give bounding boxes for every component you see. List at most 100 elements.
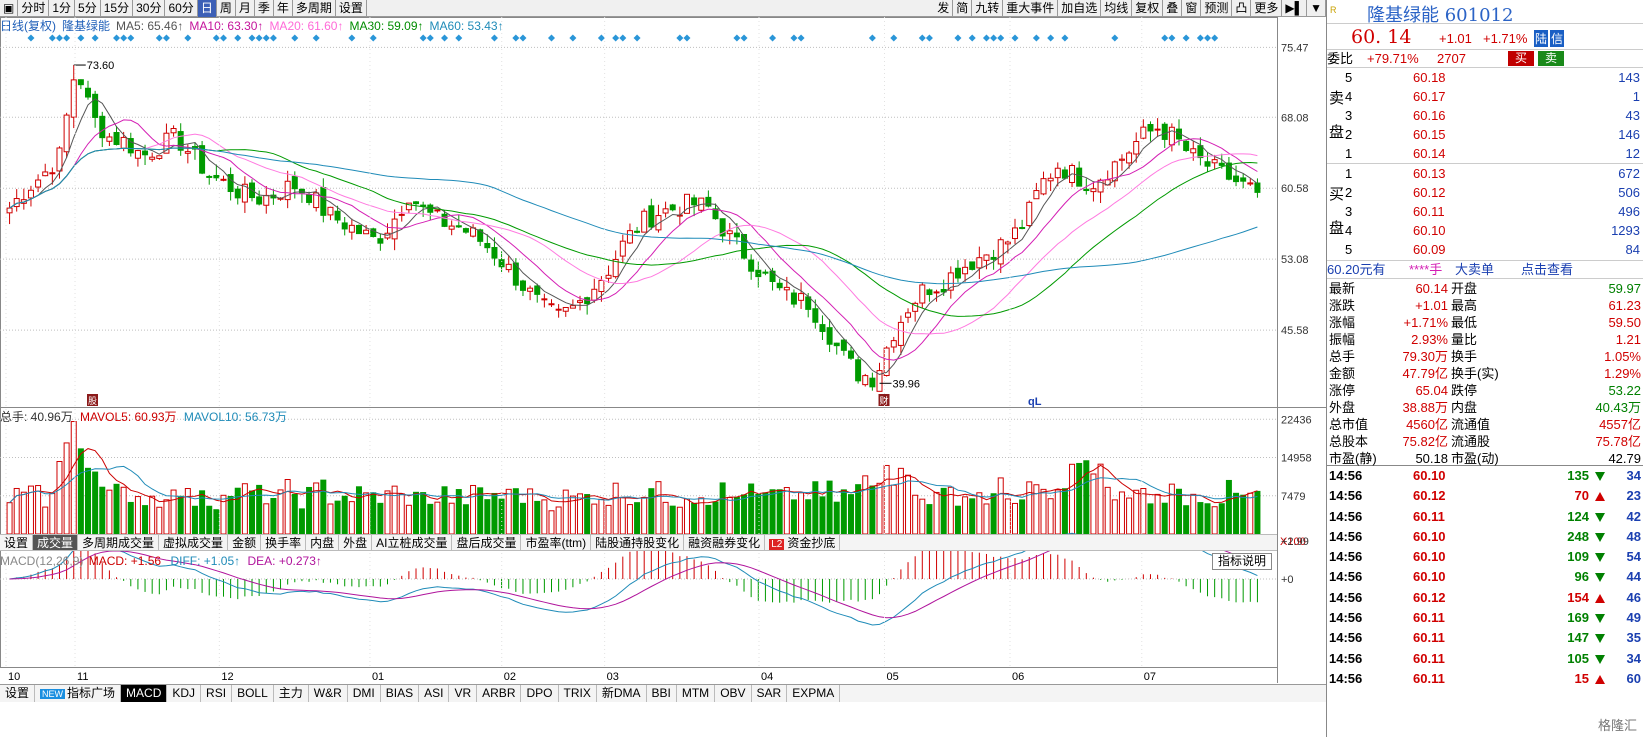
- hk-connect-tag[interactable]: 陆: [1534, 30, 1549, 47]
- volume-tab-12[interactable]: 融资融券变化: [684, 535, 766, 550]
- tick-count: 49: [1626, 610, 1641, 626]
- volume-tab-6[interactable]: 内盘: [306, 535, 340, 550]
- order-volume: 496: [1618, 204, 1640, 219]
- volume-tab-8[interactable]: AI立桩成交量: [372, 535, 453, 550]
- tool-button-3[interactable]: 重大事件: [1003, 0, 1059, 17]
- sell-order-row[interactable]: 1 60.14 12: [1345, 144, 1643, 163]
- tool-button-9[interactable]: 预测: [1201, 0, 1233, 17]
- toolbar-menu-icon[interactable]: ▣: [0, 0, 19, 17]
- margin-tag[interactable]: 信: [1550, 30, 1565, 47]
- indicator-tab-16[interactable]: BBI: [647, 685, 677, 702]
- volume-tab-3[interactable]: 虚拟成交量: [159, 535, 229, 550]
- period-button-2[interactable]: 5分: [75, 0, 101, 17]
- indicator-tab-4[interactable]: RSI: [201, 685, 233, 702]
- indicator-tab-14[interactable]: TRIX: [559, 685, 597, 702]
- period-button-0[interactable]: 分时: [18, 0, 50, 17]
- volume-bar-up: [13, 487, 20, 535]
- indicator-tab-1[interactable]: NEW 指标广场: [35, 685, 122, 702]
- indicator-tab-9[interactable]: BIAS: [381, 685, 420, 702]
- big-order-view-link[interactable]: 点击查看: [1521, 262, 1574, 277]
- volume-tab-11[interactable]: 陆股通持股变化: [591, 535, 685, 550]
- indicator-tab-11[interactable]: VR: [449, 685, 478, 702]
- volume-tab-10[interactable]: 市盈率(ttm): [521, 535, 592, 550]
- volume-tab-5[interactable]: 换手率: [261, 535, 307, 550]
- volume-tab-7[interactable]: 外盘: [339, 535, 373, 550]
- tool-button-4[interactable]: 加自选: [1058, 0, 1102, 17]
- indicator-tab-13[interactable]: DPO: [521, 685, 559, 702]
- tool-button-1[interactable]: 简: [953, 0, 973, 17]
- volume-bar-down: [755, 493, 762, 535]
- candle-down: [990, 256, 997, 260]
- stat-value: 79.30万: [1402, 349, 1448, 364]
- indicator-tab-20[interactable]: EXPMA: [787, 685, 841, 702]
- stat-row: 总股本 75.82亿 流通股 75.78亿: [1327, 433, 1643, 450]
- tick-count: 35: [1626, 630, 1641, 646]
- ql-marker[interactable]: qL: [1028, 396, 1042, 408]
- period-button-8[interactable]: 月: [236, 0, 255, 17]
- dropdown-arrow-icon[interactable]: ▼: [1307, 0, 1326, 17]
- sell-order-row[interactable]: 5 60.18 143: [1345, 68, 1643, 87]
- indicator-tab-3[interactable]: KDJ: [167, 685, 202, 702]
- buy-order-row[interactable]: 4 60.10 1293: [1345, 221, 1643, 240]
- buy-order-row[interactable]: 2 60.12 506: [1345, 183, 1643, 202]
- tool-button-11[interactable]: 更多: [1251, 0, 1283, 17]
- tool-button-5[interactable]: 均线: [1101, 0, 1133, 17]
- indicator-tab-12[interactable]: ARBR: [477, 685, 522, 702]
- sell-button[interactable]: 卖: [1538, 51, 1564, 66]
- order-price: 60.17: [1413, 89, 1446, 104]
- period-button-11[interactable]: 多周期: [293, 0, 336, 17]
- buy-order-row[interactable]: 5 60.09 84: [1345, 240, 1643, 259]
- buy-order-row[interactable]: 1 60.13 672: [1345, 164, 1643, 183]
- ma-legend-prefix[interactable]: 日线(复权): [0, 19, 56, 33]
- period-button-5[interactable]: 60分: [165, 0, 198, 17]
- tool-button-6[interactable]: 复权: [1132, 0, 1164, 17]
- period-button-10[interactable]: 年: [274, 0, 293, 17]
- buy-button[interactable]: 买: [1508, 51, 1534, 66]
- period-button-7[interactable]: 周: [217, 0, 236, 17]
- tool-button-10[interactable]: 凸: [1232, 0, 1252, 17]
- period-button-6[interactable]: 日: [197, 0, 217, 17]
- tool-button-0[interactable]: 发: [934, 0, 954, 17]
- volume-bar-up: [619, 496, 626, 535]
- period-button-1[interactable]: 1分: [49, 0, 76, 17]
- indicator-tab-5[interactable]: BOLL: [232, 685, 274, 702]
- volume-tab-1[interactable]: 成交量: [33, 535, 79, 550]
- period-button-9[interactable]: 季: [255, 0, 274, 17]
- indicator-tab-6[interactable]: 主力: [274, 685, 309, 702]
- indicator-tab-8[interactable]: DMI: [348, 685, 381, 702]
- kline-chart[interactable]: 75.47 68.08 60.58 53.08 45.58 73.60 39.96 股 财 qL 2…: [0, 17, 1326, 684]
- indicator-tab-15[interactable]: 新DMA: [597, 685, 647, 702]
- volume-tab-13[interactable]: L2 资金抄底: [765, 535, 841, 550]
- indicator-tab-17[interactable]: MTM: [677, 685, 716, 702]
- tick-volume: 135: [1567, 468, 1589, 483]
- sell-order-row[interactable]: 2 60.15 146: [1345, 125, 1643, 144]
- volume-tab-2[interactable]: 多周期成交量: [78, 535, 160, 550]
- big-order-bar[interactable]: 60.20元有 ****手 大卖单 点击查看: [1327, 261, 1643, 279]
- sell-order-row[interactable]: 3 60.16 43: [1345, 106, 1643, 125]
- event-marker-icon[interactable]: [87, 394, 98, 406]
- period-button-4[interactable]: 30分: [133, 0, 166, 17]
- volume-tab-0[interactable]: 设置: [0, 535, 34, 550]
- collapse-icon[interactable]: ▶▌: [1282, 0, 1308, 17]
- indicator-explain-button[interactable]: 指标说明: [1212, 553, 1273, 570]
- candle-down: [341, 222, 348, 230]
- indicator-tab-0[interactable]: 设置: [0, 685, 36, 702]
- stat-row: 涨跌 +1.01 最高 61.23: [1327, 297, 1643, 314]
- sell-order-row[interactable]: 4 60.17 1: [1345, 87, 1643, 106]
- tool-button-2[interactable]: 九转: [972, 0, 1004, 17]
- indicator-tab-7[interactable]: W&R: [309, 685, 348, 702]
- volume-tab-9[interactable]: 盘后成交量: [452, 535, 522, 550]
- period-button-3[interactable]: 15分: [101, 0, 134, 17]
- candle-up: [541, 298, 548, 301]
- indicator-tab-10[interactable]: ASI: [419, 685, 450, 702]
- volume-tab-4[interactable]: 金额: [228, 535, 262, 550]
- indicator-tab-2[interactable]: MACD: [121, 685, 168, 702]
- tool-button-7[interactable]: 叠: [1163, 0, 1183, 17]
- indicator-tab-19[interactable]: SAR: [752, 685, 788, 702]
- event-marker-icon[interactable]: [878, 394, 890, 406]
- tool-button-8[interactable]: 窗: [1182, 0, 1202, 17]
- period-button-12[interactable]: 设置: [336, 0, 367, 17]
- indicator-tab-18[interactable]: OBV: [715, 685, 752, 702]
- buy-order-row[interactable]: 3 60.11 496: [1345, 202, 1643, 221]
